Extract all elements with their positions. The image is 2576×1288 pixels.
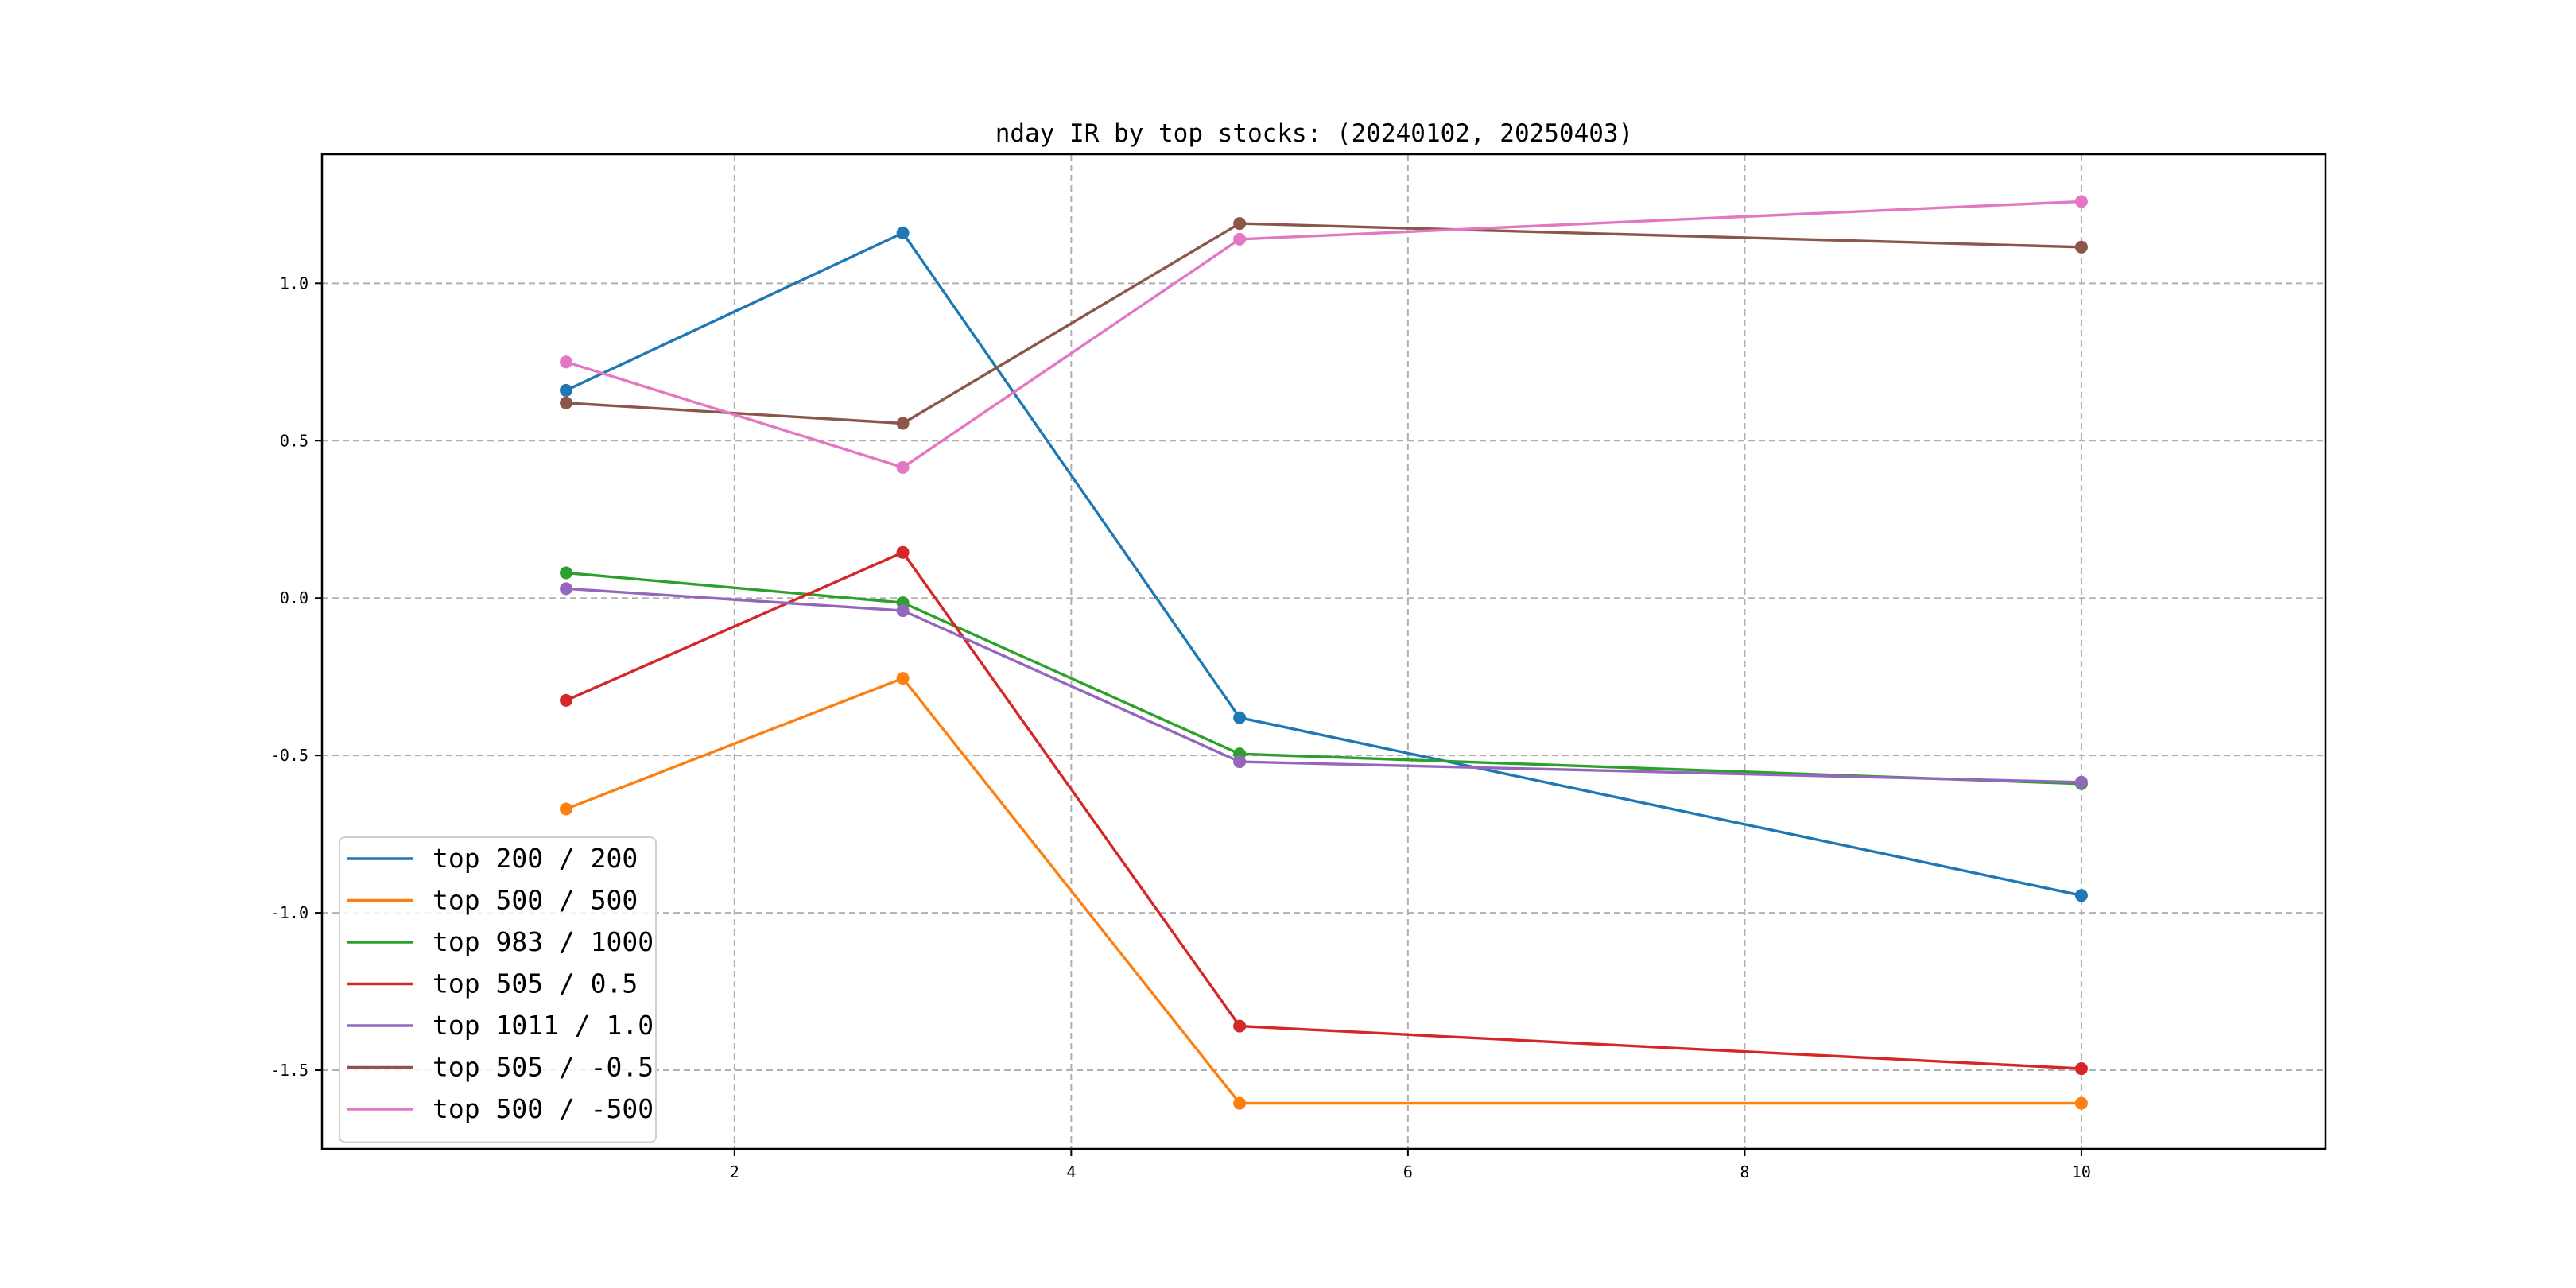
data-point <box>2074 240 2088 254</box>
legend: top 200 / 200 top 500 / 500 top 983 / 1000… <box>339 836 657 1143</box>
data-point <box>896 672 910 685</box>
legend-label: top 505 / 0.5 <box>433 968 638 999</box>
data-point <box>1233 755 1247 769</box>
y-axis: -1.5 -1.0 -0.5 0.0 0.5 1.0 <box>270 274 322 1080</box>
data-point <box>2074 195 2088 208</box>
y-tick-label: 0.0 <box>280 588 308 607</box>
data-point <box>560 582 573 596</box>
data-point <box>2074 775 2088 789</box>
data-point <box>560 566 573 580</box>
x-tick-label: 4 <box>1066 1162 1076 1181</box>
data-point <box>2074 1062 2088 1076</box>
x-tick-label: 10 <box>2072 1162 2091 1181</box>
series-group <box>560 195 2088 1110</box>
series-line <box>565 200 2081 469</box>
data-point <box>1233 1019 1247 1033</box>
series-line <box>565 222 2081 425</box>
series-line <box>565 677 2081 1105</box>
x-tick-label: 8 <box>1740 1162 1749 1181</box>
data-point <box>896 417 910 430</box>
data-point <box>896 604 910 618</box>
y-tick-label: -1.5 <box>270 1061 308 1080</box>
data-point <box>560 355 573 369</box>
legend-label: top 200 / 200 <box>433 843 638 874</box>
data-point <box>1233 711 1247 724</box>
data-point <box>896 545 910 559</box>
y-tick-label: 0.5 <box>280 431 308 450</box>
series-line <box>565 231 2082 897</box>
data-point <box>2074 1096 2088 1110</box>
data-point <box>896 226 910 239</box>
y-tick-label: -1.0 <box>270 903 308 922</box>
data-point <box>560 802 573 816</box>
chart-title: nday IR by top stocks: (20240102, 202504… <box>995 119 1634 148</box>
x-axis: 2 4 6 8 10 <box>730 1149 2091 1181</box>
data-point <box>1233 232 1247 246</box>
y-tick-label: 1.0 <box>280 274 308 293</box>
legend-label: top 505 / -0.5 <box>433 1052 654 1083</box>
legend-label: top 500 / 500 <box>433 885 638 916</box>
data-point <box>560 396 573 409</box>
legend-label: top 983 / 1000 <box>433 926 654 957</box>
series-line <box>565 587 2081 784</box>
legend-label: top 1011 / 1.0 <box>433 1010 654 1041</box>
series-line <box>565 571 2081 786</box>
data-point <box>1233 217 1247 231</box>
legend-box <box>339 836 657 1143</box>
y-tick-label: -0.5 <box>270 746 308 765</box>
x-tick-label: 2 <box>730 1162 739 1181</box>
legend-label: top 500 / -500 <box>433 1093 654 1124</box>
data-point <box>2074 889 2088 902</box>
data-point <box>560 383 573 397</box>
data-point <box>1233 1096 1247 1110</box>
data-point <box>560 693 573 707</box>
x-tick-label: 6 <box>1403 1162 1413 1181</box>
plot-frame <box>320 153 2327 1150</box>
data-point <box>896 460 910 474</box>
series-line <box>565 550 2081 1070</box>
